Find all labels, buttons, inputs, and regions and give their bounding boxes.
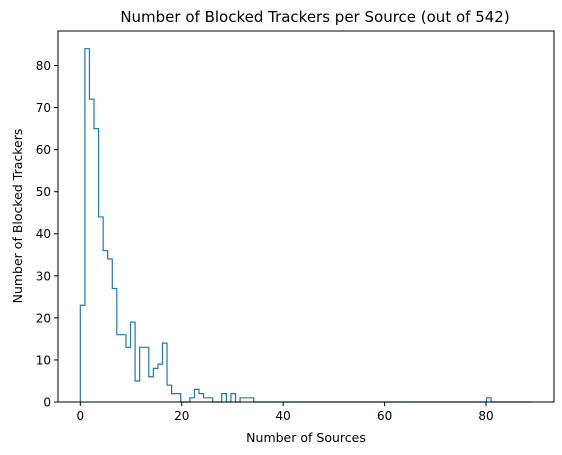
- histogram-step-line: [80, 49, 531, 402]
- x-tick-label: 80: [478, 409, 493, 423]
- y-tick-label: 50: [36, 185, 51, 199]
- y-tick-label: 20: [36, 311, 51, 325]
- y-tick-label: 80: [36, 59, 51, 73]
- y-tick-label: 60: [36, 143, 51, 157]
- plot-frame: [58, 31, 554, 402]
- y-tick-label: 0: [43, 396, 51, 410]
- x-tick-label: 40: [276, 409, 291, 423]
- y-tick-label: 30: [36, 269, 51, 283]
- y-tick-label: 10: [36, 353, 51, 367]
- x-tick-label: 60: [377, 409, 392, 423]
- y-tick-label: 40: [36, 227, 51, 241]
- chart-title: Number of Blocked Trackers per Source (o…: [120, 8, 509, 26]
- x-tick-label: 20: [174, 409, 189, 423]
- y-axis-label: Number of Blocked Trackers: [10, 129, 25, 304]
- x-axis-label: Number of Sources: [246, 430, 366, 445]
- x-tick-label: 0: [76, 409, 84, 423]
- y-tick-label: 70: [36, 101, 51, 115]
